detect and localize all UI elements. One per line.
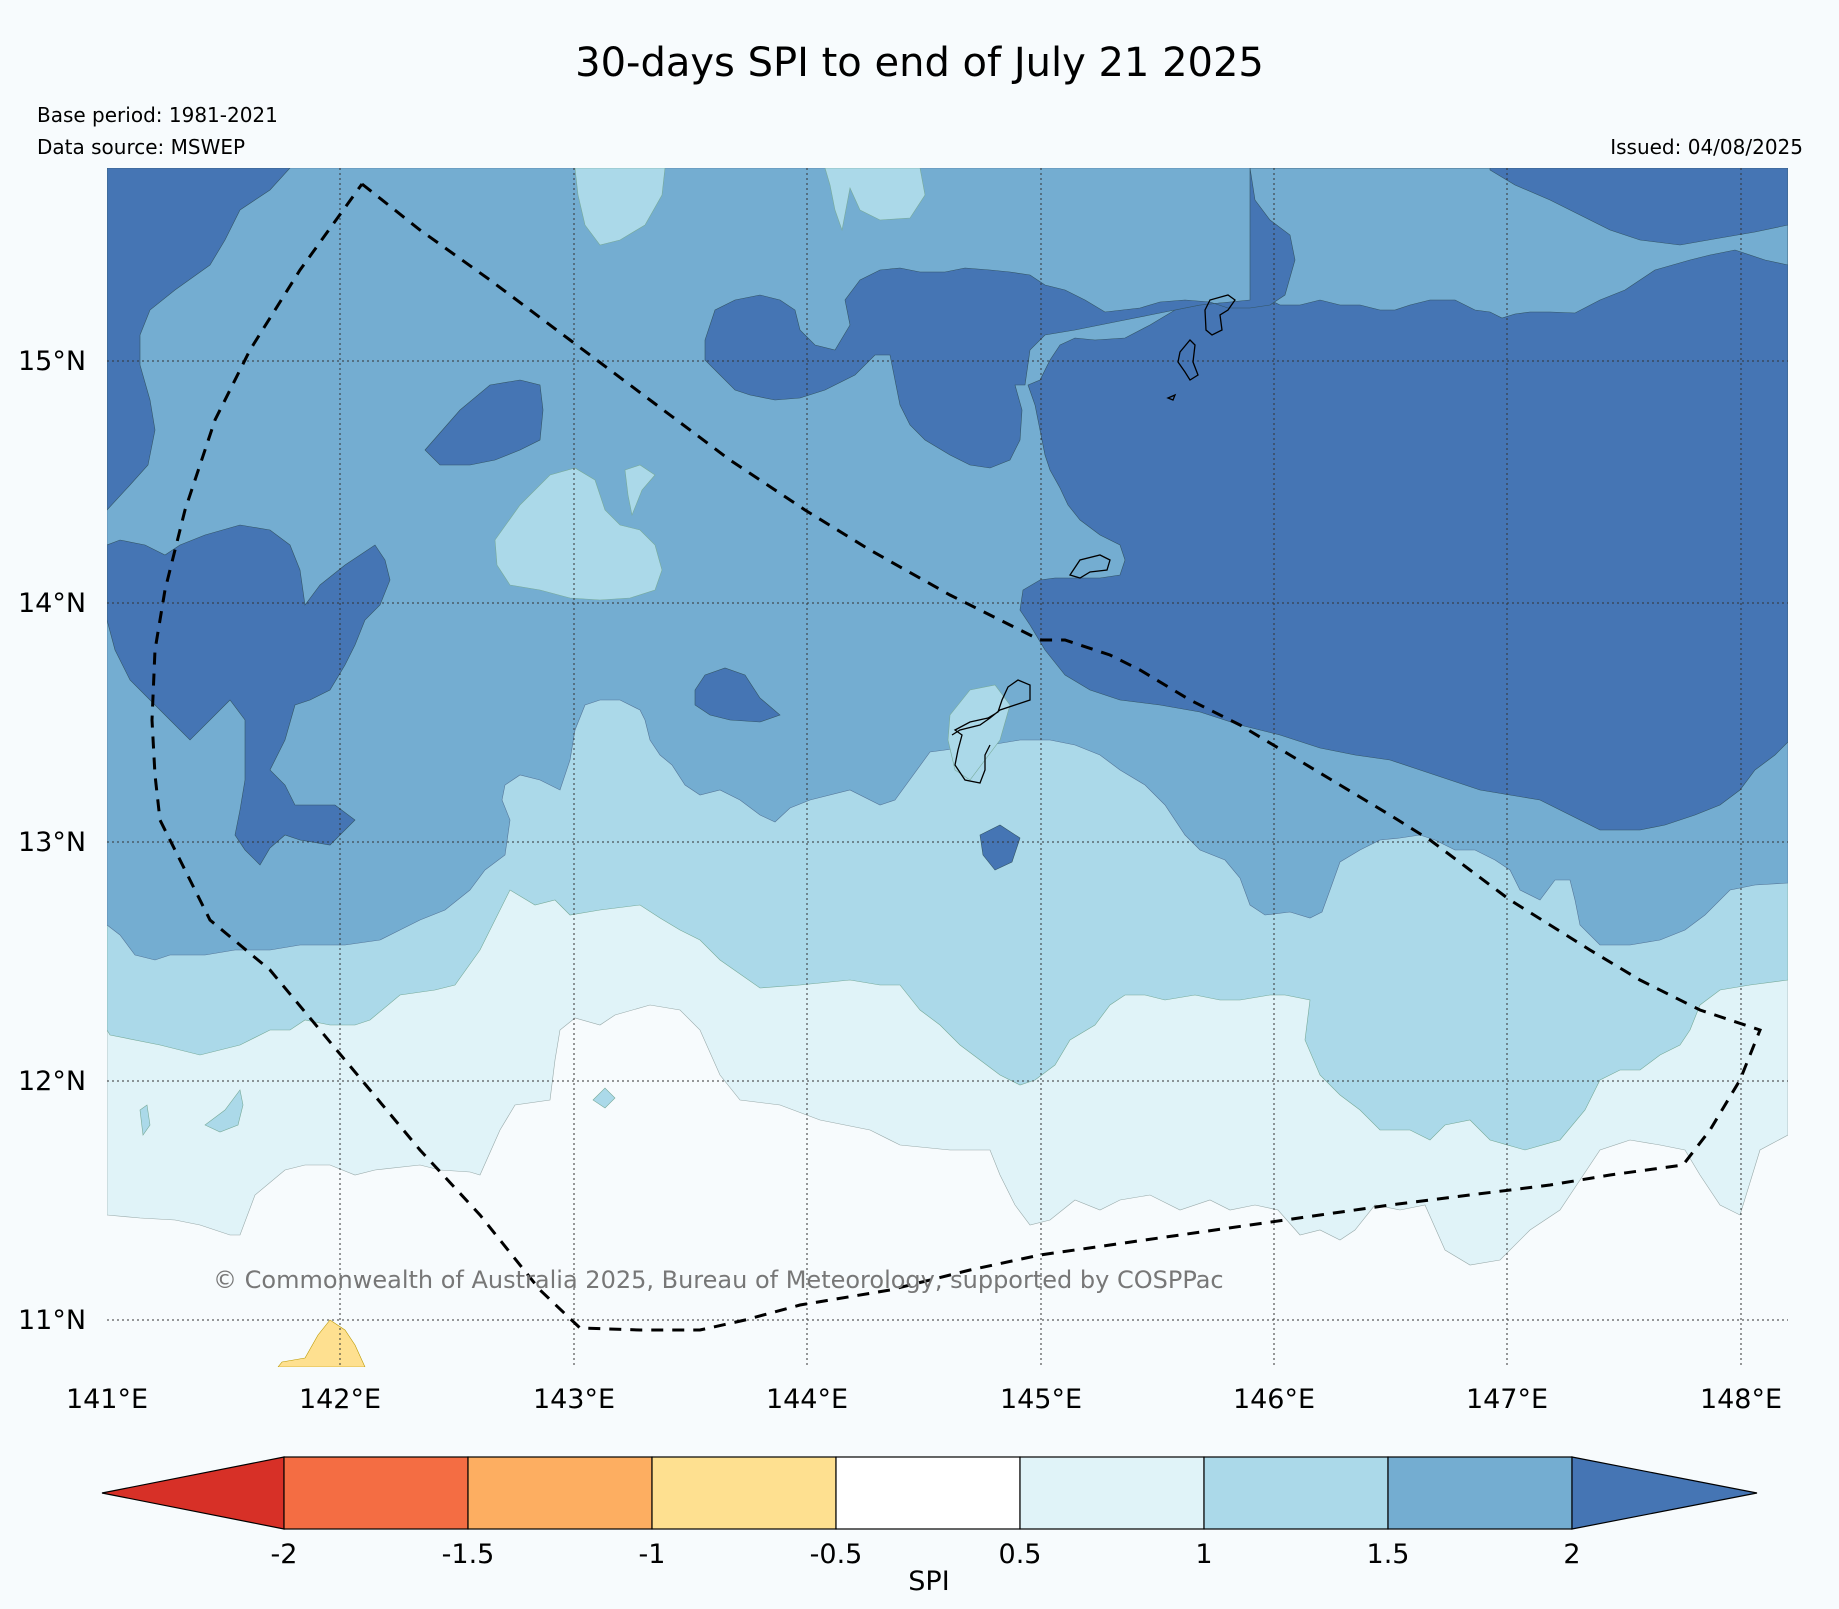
lon-tick-label: 144°E [766, 1384, 848, 1415]
issued-date-label: Issued: 04/08/2025 [1610, 135, 1803, 159]
colorbar-tick-label: -1.5 [442, 1539, 495, 1570]
spi-dry-region [277, 1319, 366, 1367]
lon-tick-labels: 141°E 142°E 143°E 144°E 145°E 146°E 147°… [66, 1384, 1782, 1415]
base-period-label: Base period: 1981-2021 [37, 103, 278, 127]
copyright-text: © Commonwealth of Australia 2025, Bureau… [213, 1266, 1224, 1294]
colorbar-tick-label: 2 [1563, 1539, 1580, 1570]
colorbar-tick-label: 1.5 [1367, 1539, 1410, 1570]
colorbar-tick-label: -0.5 [810, 1539, 863, 1570]
spi-dark-blue-region-center-north [424, 379, 544, 466]
colorbar-label: SPI [908, 1566, 949, 1597]
colorbar-tick-label: -2 [271, 1539, 298, 1570]
spi-dark-blue-region-northwest [107, 168, 291, 511]
colorbar-extend-low [101, 1456, 285, 1530]
colorbar-segment [283, 1456, 469, 1530]
spi-light-blue-patch-small [592, 1087, 616, 1109]
colorbar-tick-label: 0.5 [999, 1539, 1042, 1570]
spi-dark-blue-region-north [704, 168, 1788, 469]
spi-dark-blue-region-small [979, 824, 1021, 871]
spi-light-blue-patch-southwest [139, 1089, 244, 1136]
spi-dark-blue-region-center-island [694, 667, 781, 723]
colorbar-segment [467, 1456, 653, 1530]
lat-tick-label: 14°N [18, 588, 86, 619]
lon-tick-label: 143°E [533, 1384, 615, 1415]
spi-light-blue-patch-north2 [824, 168, 926, 232]
spi-light-blue-patch-center [494, 467, 663, 601]
lat-tick-label: 15°N [18, 346, 86, 377]
island-outlines [951, 294, 1236, 784]
colorbar-segment [1203, 1456, 1389, 1530]
spi-dark-blue-region-west [107, 524, 391, 866]
spi-light-blue-patch-north [574, 168, 666, 246]
eez-boundary-line [150, 182, 1762, 1332]
spi-light-blue-patch-center2 [624, 464, 656, 517]
spi-light-blue-patch-guam [947, 684, 1011, 781]
colorbar-segment [835, 1456, 1021, 1530]
spi-dark-blue-region-east [1019, 168, 1788, 831]
map-title: 30-days SPI to end of July 21 2025 [575, 40, 1264, 86]
colorbar-segment [651, 1456, 837, 1530]
rota-island-outline [1068, 554, 1111, 579]
lon-tick-label: 146°E [1233, 1384, 1315, 1415]
guam-island-outline [951, 679, 1031, 784]
colorbar-tick-label: -1 [639, 1539, 666, 1570]
lon-tick-label: 148°E [1700, 1384, 1782, 1415]
colorbar-tick-label: 1 [1195, 1539, 1212, 1570]
map-gridlines [107, 168, 1788, 1367]
lat-tick-labels: 15°N 14°N 13°N 12°N 11°N [18, 346, 86, 1336]
lat-tick-label: 13°N [18, 827, 86, 858]
lon-tick-label: 141°E [66, 1384, 148, 1415]
lon-tick-label: 142°E [299, 1384, 381, 1415]
lat-tick-label: 11°N [18, 1305, 86, 1336]
colorbar [101, 1456, 1758, 1530]
tinian-island-outline [1177, 339, 1199, 381]
spi-contour-layer [107, 168, 1788, 1367]
colorbar-tick-labels: -2 -1.5 -1 -0.5 0.5 1 1.5 2 [271, 1539, 1581, 1570]
data-source-label: Data source: MSWEP [37, 135, 246, 159]
colorbar-segment [1019, 1456, 1205, 1530]
aguijan-island-outline [1166, 393, 1177, 401]
colorbar-extend-high [1571, 1456, 1758, 1530]
lon-tick-label: 145°E [1000, 1384, 1082, 1415]
colorbar-segment [1387, 1456, 1573, 1530]
lat-tick-label: 12°N [18, 1066, 86, 1097]
saipan-island-outline [1204, 294, 1236, 336]
lon-tick-label: 147°E [1466, 1384, 1548, 1415]
